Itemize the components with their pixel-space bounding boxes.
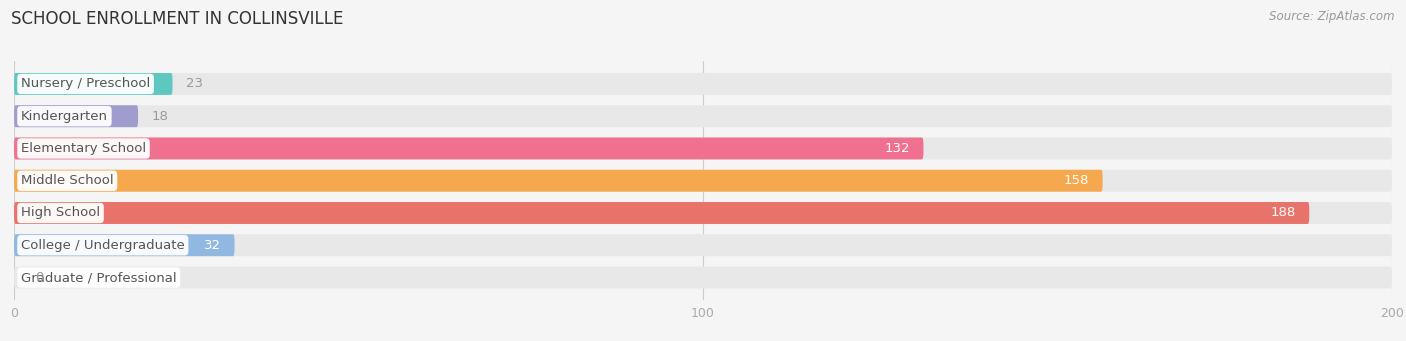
Text: High School: High School bbox=[21, 207, 100, 220]
FancyBboxPatch shape bbox=[14, 105, 1392, 127]
Text: Source: ZipAtlas.com: Source: ZipAtlas.com bbox=[1270, 10, 1395, 23]
FancyBboxPatch shape bbox=[14, 202, 1392, 224]
Text: 158: 158 bbox=[1063, 174, 1088, 187]
Text: SCHOOL ENROLLMENT IN COLLINSVILLE: SCHOOL ENROLLMENT IN COLLINSVILLE bbox=[11, 10, 343, 28]
Text: Middle School: Middle School bbox=[21, 174, 114, 187]
Text: Nursery / Preschool: Nursery / Preschool bbox=[21, 77, 150, 90]
FancyBboxPatch shape bbox=[14, 137, 1392, 160]
FancyBboxPatch shape bbox=[14, 105, 138, 127]
FancyBboxPatch shape bbox=[14, 234, 235, 256]
FancyBboxPatch shape bbox=[14, 137, 924, 160]
FancyBboxPatch shape bbox=[14, 170, 1102, 192]
Text: College / Undergraduate: College / Undergraduate bbox=[21, 239, 184, 252]
Text: 18: 18 bbox=[152, 110, 169, 123]
FancyBboxPatch shape bbox=[14, 170, 1392, 192]
FancyBboxPatch shape bbox=[14, 202, 1309, 224]
FancyBboxPatch shape bbox=[14, 73, 1392, 95]
Text: 32: 32 bbox=[204, 239, 221, 252]
Text: 188: 188 bbox=[1270, 207, 1295, 220]
FancyBboxPatch shape bbox=[14, 234, 1392, 256]
Text: 0: 0 bbox=[35, 271, 44, 284]
Text: Graduate / Professional: Graduate / Professional bbox=[21, 271, 177, 284]
Text: 132: 132 bbox=[884, 142, 910, 155]
Text: Elementary School: Elementary School bbox=[21, 142, 146, 155]
Text: 23: 23 bbox=[186, 77, 204, 90]
Text: Kindergarten: Kindergarten bbox=[21, 110, 108, 123]
FancyBboxPatch shape bbox=[14, 267, 1392, 288]
FancyBboxPatch shape bbox=[14, 73, 173, 95]
